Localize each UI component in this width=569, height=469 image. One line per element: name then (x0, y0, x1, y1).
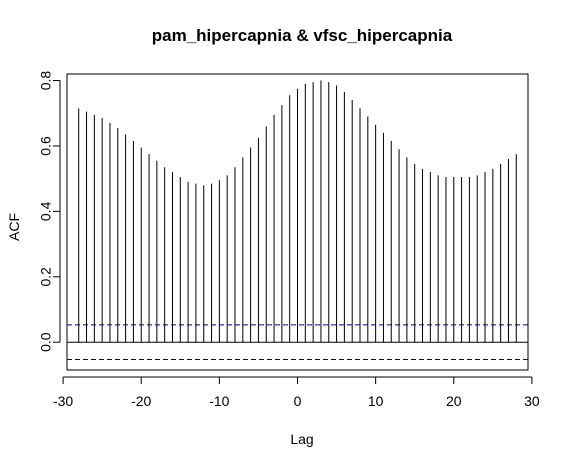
x-tick-label: 10 (368, 393, 384, 409)
x-tick-label: -20 (131, 393, 151, 409)
chart-title: pam_hipercapnia & vfsc_hipercapnia (152, 26, 453, 45)
x-tick-label: -10 (209, 393, 229, 409)
x-axis-label: Lag (290, 431, 313, 447)
y-tick-label: 0.2 (38, 267, 54, 287)
x-tick-label: 30 (524, 393, 540, 409)
x-tick-label: -30 (53, 393, 73, 409)
bars-layer (78, 80, 517, 343)
plot-frame (66, 73, 529, 371)
y-axis-label: ACF (6, 213, 22, 241)
x-tick-label: 0 (294, 393, 302, 409)
x-axis: -30 -20 -10 0 10 20 30 (53, 376, 540, 409)
y-tick-label: 0.8 (38, 71, 54, 91)
confidence-lines-layer (67, 324, 528, 361)
y-tick-label: 0.6 (38, 136, 54, 156)
y-axis: 0.0 0.2 0.4 0.6 0.8 (38, 71, 61, 352)
x-tick-label: 20 (446, 393, 462, 409)
y-tick-label: 0.0 (38, 332, 54, 352)
y-tick-label: 0.4 (38, 201, 54, 221)
